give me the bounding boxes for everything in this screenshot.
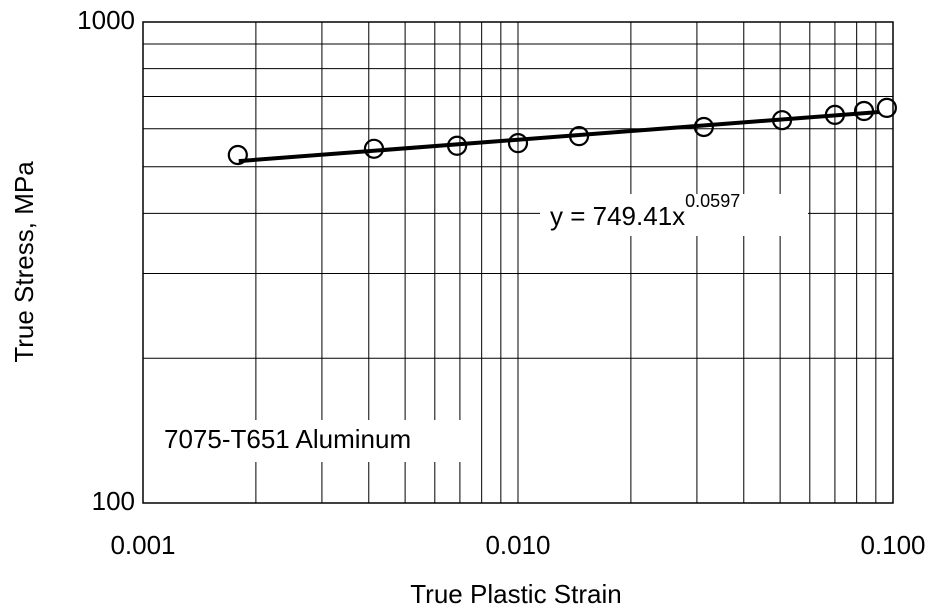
data-point xyxy=(771,110,793,131)
data-point xyxy=(876,97,897,118)
data-point xyxy=(693,116,714,138)
y-tick-label: 100 xyxy=(92,486,135,516)
fit-exponent: 0.0597 xyxy=(685,191,740,211)
data-point xyxy=(227,144,248,166)
y-axis-label: True Stress, MPa xyxy=(9,161,39,363)
y-tick-label: 1000 xyxy=(77,5,135,35)
data-point xyxy=(853,100,875,122)
fit-label: y = 749.41x0.0597 xyxy=(550,191,740,231)
data-point xyxy=(363,138,385,159)
x-tick-label: 0.001 xyxy=(110,530,175,560)
annotation-bg xyxy=(158,420,472,462)
x-tick-label: 0.010 xyxy=(485,530,550,560)
plot-frame xyxy=(142,21,894,504)
fit-label-bg xyxy=(540,194,808,236)
data-point xyxy=(507,133,529,154)
fit-equation: y = 749.41x xyxy=(550,201,685,231)
x-axis-label: True Plastic Strain xyxy=(410,579,621,609)
data-point xyxy=(568,126,590,147)
data-point xyxy=(446,135,468,156)
annotation: 7075-T651 Aluminum xyxy=(164,424,411,454)
data-point xyxy=(824,104,846,126)
fit-line xyxy=(238,110,880,164)
x-tick-label: 0.100 xyxy=(860,530,925,560)
